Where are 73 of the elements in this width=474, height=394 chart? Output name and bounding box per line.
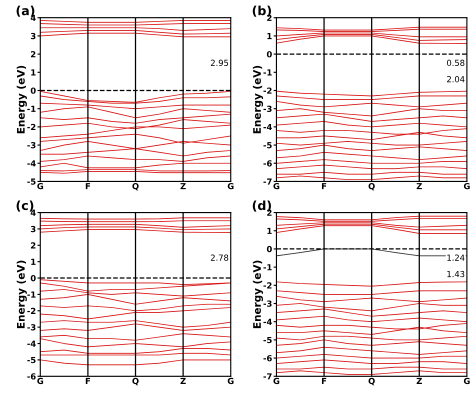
x-tick-label: G bbox=[37, 182, 44, 190]
y-tick-label: -5 bbox=[263, 336, 272, 344]
x-tick-label: F bbox=[86, 378, 90, 384]
y-tick-label: 1 bbox=[31, 69, 36, 76]
x-tick-label: Z bbox=[416, 183, 422, 190]
chart-title: (d) bbox=[252, 200, 271, 212]
y-tick-label: 2 bbox=[30, 51, 36, 58]
y-tick-label: -5 bbox=[263, 142, 272, 148]
y-tick-label: 0 bbox=[266, 51, 272, 58]
y-axis-title: Energy (eV) bbox=[252, 260, 264, 328]
y-tick-label: -4 bbox=[263, 318, 272, 325]
annotation: 2.95 bbox=[210, 60, 228, 66]
x-tick-label: F bbox=[322, 183, 326, 190]
y-tick-label: 1 bbox=[31, 258, 36, 265]
y-tick-label: -3 bbox=[263, 106, 272, 112]
annotation: 2.04 bbox=[447, 76, 465, 82]
x-tick-label: F bbox=[322, 378, 326, 384]
y-tick-label: -3 bbox=[27, 324, 36, 330]
x-tick-label: F bbox=[86, 183, 90, 190]
y-tick-label: -2 bbox=[263, 87, 272, 94]
x-tick-label: G bbox=[273, 182, 280, 190]
y-tick-label: 3 bbox=[30, 226, 36, 232]
annotation: 2.78 bbox=[210, 254, 228, 261]
y-tick-label: -2 bbox=[263, 282, 272, 288]
y-tick-label: 1 bbox=[267, 33, 272, 40]
y-tick-label: -1 bbox=[263, 69, 272, 76]
x-tick-label: G bbox=[464, 378, 470, 384]
y-axis-title: Energy (eV) bbox=[16, 260, 27, 328]
y-tick-label: -7 bbox=[263, 178, 272, 185]
annotation: 0.58 bbox=[446, 60, 464, 66]
x-tick-label: Q bbox=[132, 378, 139, 386]
y-axis-title: Energy (eV) bbox=[252, 66, 264, 134]
y-tick-label: -6 bbox=[263, 160, 272, 167]
y-tick-label: -4 bbox=[27, 160, 36, 166]
y-tick-label: 4 bbox=[30, 210, 36, 216]
x-tick-label: Z bbox=[180, 183, 186, 190]
y-tick-label: -3 bbox=[27, 142, 36, 148]
x-tick-label: Q bbox=[132, 182, 139, 190]
x-tick-label: Z bbox=[180, 378, 186, 384]
y-tick-label: 0 bbox=[266, 246, 272, 252]
y-tick-label: -2 bbox=[27, 124, 36, 130]
chart-title: (b) bbox=[252, 6, 271, 17]
y-tick-label: -4 bbox=[263, 124, 272, 130]
y-tick-label: -7 bbox=[263, 373, 272, 380]
y-tick-label: 3 bbox=[30, 32, 36, 40]
y-tick-label: -3 bbox=[263, 300, 272, 307]
x-tick-label: Z bbox=[416, 378, 422, 384]
y-tick-label: -5 bbox=[27, 356, 36, 364]
y-tick-label: -1 bbox=[263, 264, 272, 270]
y-tick-label: -6 bbox=[27, 373, 36, 380]
x-tick-label: G bbox=[273, 378, 280, 384]
y-tick-label: 4 bbox=[30, 14, 36, 21]
y-tick-label: -2 bbox=[27, 308, 36, 314]
x-tick-label: Q bbox=[368, 182, 375, 190]
y-tick-label: -1 bbox=[27, 292, 36, 298]
y-tick-label: -5 bbox=[27, 178, 36, 185]
x-tick-label: G bbox=[37, 378, 44, 384]
y-tick-label: -4 bbox=[27, 340, 36, 347]
annotation: 1.24 bbox=[447, 254, 465, 261]
y-axis-title: Energy (eV) bbox=[16, 66, 27, 134]
x-tick-label: G bbox=[464, 182, 470, 190]
chart-title: (c) bbox=[16, 200, 34, 212]
x-tick-label: G bbox=[228, 182, 234, 190]
chart-title: (a) bbox=[16, 6, 34, 17]
y-tick-label: 0 bbox=[30, 275, 36, 282]
x-tick-label: Q bbox=[368, 378, 375, 386]
y-tick-label: 2 bbox=[30, 242, 36, 248]
annotation: 1.43 bbox=[447, 270, 464, 278]
y-tick-label: -1 bbox=[27, 106, 36, 112]
x-tick-label: G bbox=[228, 378, 234, 384]
y-tick-label: 0 bbox=[30, 87, 36, 94]
y-tick-label: 1 bbox=[267, 228, 272, 234]
y-tick-label: -6 bbox=[263, 355, 272, 362]
